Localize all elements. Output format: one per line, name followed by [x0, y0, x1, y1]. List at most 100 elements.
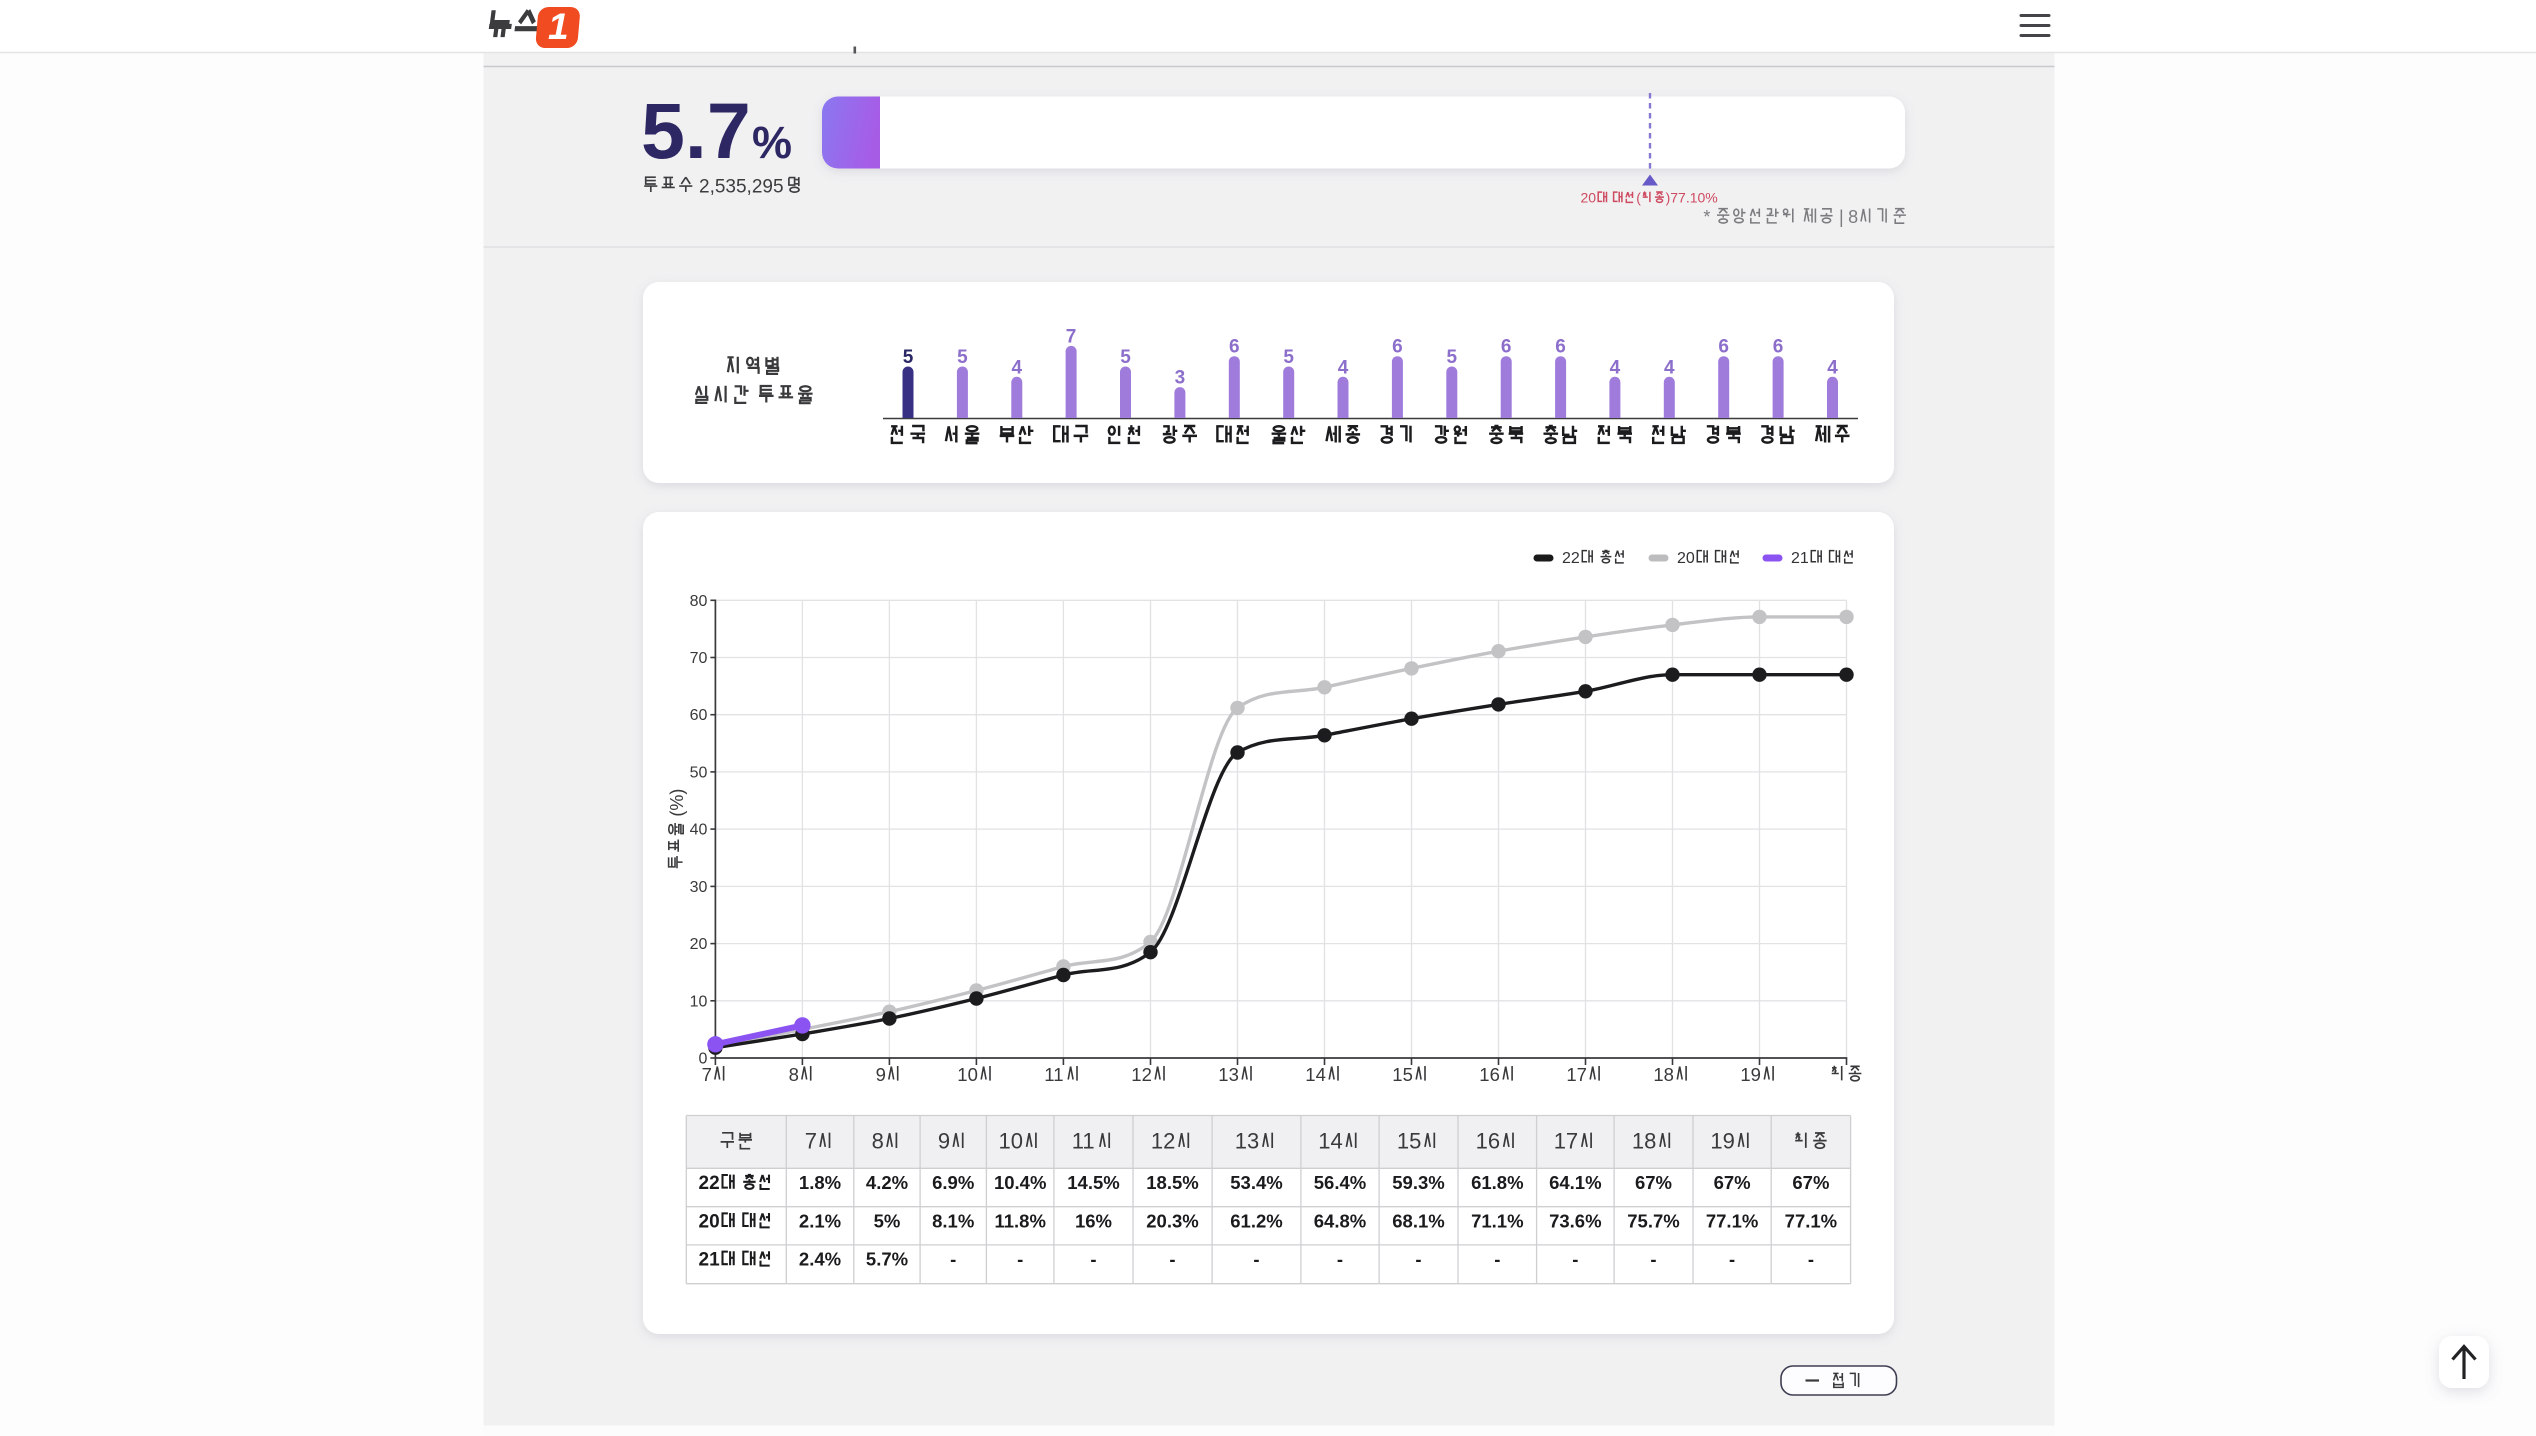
- svg-text:11.8%: 11.8%: [994, 1211, 1045, 1232]
- svg-text:22: 22: [699, 1173, 720, 1194]
- svg-text:4: 4: [1338, 357, 1349, 378]
- svg-text:7: 7: [805, 1129, 817, 1154]
- svg-text:61.8%: 61.8%: [1471, 1172, 1523, 1193]
- svg-text:5%: 5%: [874, 1211, 901, 1232]
- svg-text:67%: 67%: [1792, 1172, 1829, 1193]
- svg-text:5: 5: [1283, 347, 1294, 368]
- svg-text:61.2%: 61.2%: [1230, 1211, 1282, 1232]
- svg-text:4.2%: 4.2%: [866, 1172, 908, 1193]
- svg-text:2.1%: 2.1%: [799, 1211, 841, 1232]
- svg-text:21: 21: [1791, 550, 1809, 567]
- svg-text:-: -: [1572, 1249, 1578, 1270]
- svg-text:4: 4: [1827, 357, 1838, 378]
- svg-text:9: 9: [938, 1129, 950, 1154]
- svg-text:21: 21: [699, 1250, 721, 1271]
- svg-text:(: (: [1636, 190, 1641, 206]
- svg-text:5: 5: [1447, 347, 1458, 368]
- svg-text:18.5%: 18.5%: [1146, 1172, 1198, 1193]
- svg-text:(%): (%): [667, 789, 687, 817]
- svg-text:30: 30: [690, 879, 708, 896]
- svg-text:5.7: 5.7: [641, 86, 751, 175]
- svg-text:16: 16: [1479, 1064, 1500, 1085]
- svg-text:50: 50: [690, 764, 708, 781]
- svg-text:14: 14: [1305, 1064, 1326, 1085]
- svg-text:59.3%: 59.3%: [1392, 1172, 1444, 1193]
- svg-text:6: 6: [1718, 337, 1729, 358]
- svg-text:*: *: [1703, 207, 1710, 227]
- svg-text:-: -: [1650, 1249, 1656, 1270]
- svg-text:-: -: [1337, 1249, 1343, 1270]
- svg-text:20: 20: [690, 936, 708, 953]
- svg-text:19: 19: [1740, 1064, 1761, 1085]
- svg-text:18: 18: [1632, 1129, 1656, 1154]
- svg-text:-: -: [1017, 1249, 1023, 1270]
- svg-text:20: 20: [1581, 190, 1597, 206]
- svg-text:-: -: [1729, 1249, 1735, 1270]
- svg-text:75.7%: 75.7%: [1627, 1211, 1679, 1232]
- svg-text:2,535,295: 2,535,295: [699, 177, 784, 198]
- svg-text:16: 16: [1476, 1129, 1500, 1154]
- svg-text:0: 0: [698, 1051, 707, 1068]
- svg-text:73.6%: 73.6%: [1549, 1211, 1601, 1232]
- svg-text:8: 8: [789, 1064, 799, 1085]
- svg-text:67%: 67%: [1635, 1172, 1672, 1193]
- svg-text:7: 7: [1066, 326, 1077, 347]
- svg-text:16%: 16%: [1075, 1211, 1112, 1232]
- svg-text:77.1%: 77.1%: [1785, 1211, 1837, 1232]
- svg-text:10: 10: [957, 1064, 978, 1085]
- svg-text:4: 4: [1664, 357, 1675, 378]
- svg-text:40: 40: [690, 822, 708, 839]
- svg-text:15: 15: [1397, 1129, 1421, 1154]
- svg-text:10: 10: [690, 993, 708, 1010]
- svg-text:6: 6: [1501, 337, 1512, 358]
- svg-text:67%: 67%: [1714, 1172, 1751, 1193]
- svg-text:1.8%: 1.8%: [799, 1172, 841, 1193]
- svg-text:64.8%: 64.8%: [1314, 1211, 1366, 1232]
- svg-text:6: 6: [1392, 337, 1403, 358]
- svg-text:-: -: [1169, 1249, 1175, 1270]
- svg-text:5.7%: 5.7%: [866, 1249, 908, 1270]
- svg-text:15: 15: [1392, 1064, 1413, 1085]
- svg-text:6: 6: [1229, 337, 1240, 358]
- svg-text:-: -: [950, 1249, 956, 1270]
- svg-text:12: 12: [1131, 1064, 1152, 1085]
- svg-text:7: 7: [702, 1064, 712, 1085]
- svg-text:22: 22: [1562, 550, 1580, 567]
- svg-text:70: 70: [690, 650, 708, 667]
- svg-text:14.5%: 14.5%: [1067, 1172, 1119, 1193]
- svg-text:53.4%: 53.4%: [1230, 1172, 1282, 1193]
- svg-text:5: 5: [903, 347, 914, 368]
- svg-text:19: 19: [1710, 1129, 1734, 1154]
- svg-text:80: 80: [690, 593, 708, 610]
- svg-text:-: -: [1808, 1249, 1814, 1270]
- svg-text:6: 6: [1773, 337, 1784, 358]
- svg-text:10.4%: 10.4%: [994, 1172, 1046, 1193]
- svg-text:-: -: [1494, 1249, 1500, 1270]
- svg-text:20: 20: [1677, 550, 1695, 567]
- svg-text:6.9%: 6.9%: [932, 1172, 974, 1193]
- svg-text:13: 13: [1235, 1129, 1259, 1154]
- svg-text:5: 5: [1120, 347, 1131, 368]
- svg-text:9: 9: [876, 1064, 886, 1085]
- svg-text:%: %: [752, 117, 792, 168]
- svg-text:-: -: [1090, 1249, 1096, 1270]
- svg-text:6: 6: [1555, 337, 1566, 358]
- svg-text:3: 3: [1175, 368, 1186, 389]
- svg-text:8.1%: 8.1%: [932, 1211, 974, 1232]
- svg-text:68.1%: 68.1%: [1392, 1211, 1444, 1232]
- svg-text:10: 10: [999, 1129, 1023, 1154]
- svg-text:8: 8: [872, 1129, 884, 1154]
- svg-text:20.3%: 20.3%: [1146, 1211, 1198, 1232]
- svg-text:|: |: [1839, 207, 1844, 227]
- svg-text:8: 8: [1848, 207, 1858, 227]
- svg-text:-: -: [1253, 1249, 1259, 1270]
- svg-text:60: 60: [690, 707, 708, 724]
- svg-text:11: 11: [1044, 1064, 1063, 1085]
- svg-text:11: 11: [1072, 1129, 1095, 1154]
- svg-text:13: 13: [1218, 1064, 1239, 1085]
- svg-text:4: 4: [1610, 357, 1621, 378]
- svg-text:14: 14: [1318, 1129, 1342, 1154]
- svg-text:)77.10%: )77.10%: [1666, 190, 1718, 206]
- svg-text:17: 17: [1554, 1129, 1578, 1154]
- svg-text:1: 1: [548, 6, 569, 47]
